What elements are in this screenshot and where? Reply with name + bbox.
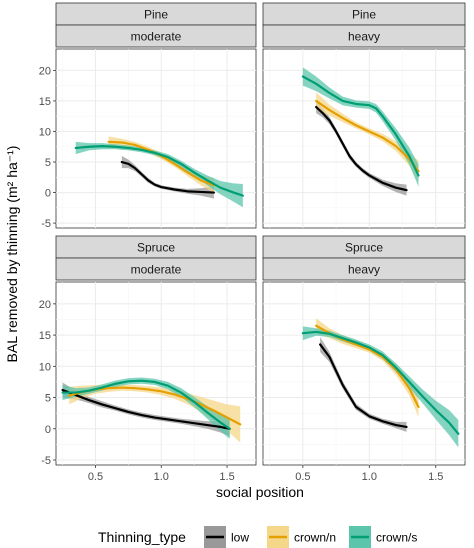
plot-area bbox=[262, 281, 466, 466]
series-line-crown-n bbox=[315, 99, 420, 173]
y-tick-label: 10 bbox=[39, 126, 51, 138]
y-tick-label: 5 bbox=[45, 393, 51, 405]
chart-panels: Pine moderate -5 0 5 10 15 20 Pine heavy Spruce mod… bbox=[39, 2, 466, 483]
strip-intensity-bg bbox=[55, 24, 257, 48]
strip-species-label: Pine bbox=[144, 8, 168, 22]
x-tick-label: 1.5 bbox=[219, 471, 234, 483]
series-line-crown-s bbox=[301, 330, 460, 435]
y-tick-label: 10 bbox=[39, 361, 51, 373]
strip-intensity-label: moderate bbox=[131, 30, 182, 44]
y-tick-label: 0 bbox=[45, 424, 51, 436]
series-line-crown-s bbox=[74, 145, 244, 197]
panel-spruce-heavy: Spruce heavy 0.5 1.0 1.5 bbox=[262, 235, 466, 483]
series-line-low bbox=[315, 105, 408, 192]
y-tick-label: 15 bbox=[39, 96, 51, 108]
strip-intensity-label: moderate bbox=[131, 263, 182, 277]
y-tick-label: 0 bbox=[45, 188, 51, 200]
confidence-band-crown-n bbox=[316, 92, 419, 182]
plot-area bbox=[262, 48, 466, 229]
strip-intensity-label: heavy bbox=[348, 30, 380, 44]
y-tick-label: 15 bbox=[39, 330, 51, 342]
x-tick-label: 1.0 bbox=[362, 471, 377, 483]
x-axis-title: social position bbox=[216, 484, 304, 500]
legend: Thinning_type low crown/n crown/s bbox=[98, 526, 417, 548]
series-group bbox=[74, 136, 244, 208]
y-tick-label: 20 bbox=[39, 65, 51, 77]
strip-species-label: Spruce bbox=[345, 241, 383, 255]
legend-item-low: low bbox=[204, 526, 249, 548]
x-tick-label: 1.0 bbox=[154, 471, 169, 483]
legend-item-crown-s: crown/s bbox=[349, 526, 417, 548]
strip-intensity-bg bbox=[262, 24, 466, 48]
y-tick-label: -5 bbox=[41, 218, 51, 230]
x-tick-label: 0.5 bbox=[88, 471, 103, 483]
panel-pine-moderate: Pine moderate -5 0 5 10 15 20 bbox=[39, 2, 257, 230]
series-line-low bbox=[319, 343, 408, 429]
confidence-band-crown-n bbox=[69, 384, 241, 443]
confidence-band-crown-n bbox=[316, 318, 419, 417]
panel-pine-heavy: Pine heavy bbox=[262, 2, 466, 229]
plot-area bbox=[55, 281, 257, 466]
series-group bbox=[61, 377, 242, 443]
legend-label: crown/n bbox=[294, 531, 336, 545]
legend-label: low bbox=[231, 531, 249, 545]
x-tick-label: 1.5 bbox=[428, 471, 443, 483]
series-line-crown-s bbox=[61, 379, 231, 430]
confidence-band-crown-s bbox=[302, 326, 459, 448]
strip-intensity-bg bbox=[262, 257, 466, 281]
confidence-band-crown-s bbox=[62, 377, 230, 439]
strip-species-label: Pine bbox=[352, 8, 376, 22]
plot-area bbox=[55, 48, 257, 229]
panel-spruce-moderate: Spruce moderate -5 0 5 10 15 20 0.5 1.0 1.5 bbox=[39, 235, 257, 483]
confidence-band-low bbox=[121, 155, 214, 199]
series-group bbox=[301, 318, 460, 448]
y-axis-title: BAL removed by thinning (m² ha⁻¹) bbox=[4, 146, 20, 363]
legend-title: Thinning_type bbox=[98, 529, 186, 545]
y-tick-label: 20 bbox=[39, 299, 51, 311]
x-tick-label: 0.5 bbox=[295, 471, 310, 483]
y-tick-label: 5 bbox=[45, 157, 51, 169]
legend-label: crown/s bbox=[376, 531, 417, 545]
confidence-band-low bbox=[316, 100, 407, 196]
strip-intensity-label: heavy bbox=[348, 263, 380, 277]
series-line-crown-s bbox=[301, 75, 420, 177]
series-line-low bbox=[61, 388, 231, 430]
legend-item-crown-n: crown/n bbox=[267, 526, 336, 548]
strip-species-label: Spruce bbox=[137, 241, 175, 255]
y-tick-label: -5 bbox=[41, 455, 51, 467]
strip-intensity-bg bbox=[55, 257, 257, 281]
series-group bbox=[301, 67, 420, 196]
series-line-low bbox=[120, 160, 215, 194]
confidence-band-crown-s bbox=[302, 67, 419, 187]
